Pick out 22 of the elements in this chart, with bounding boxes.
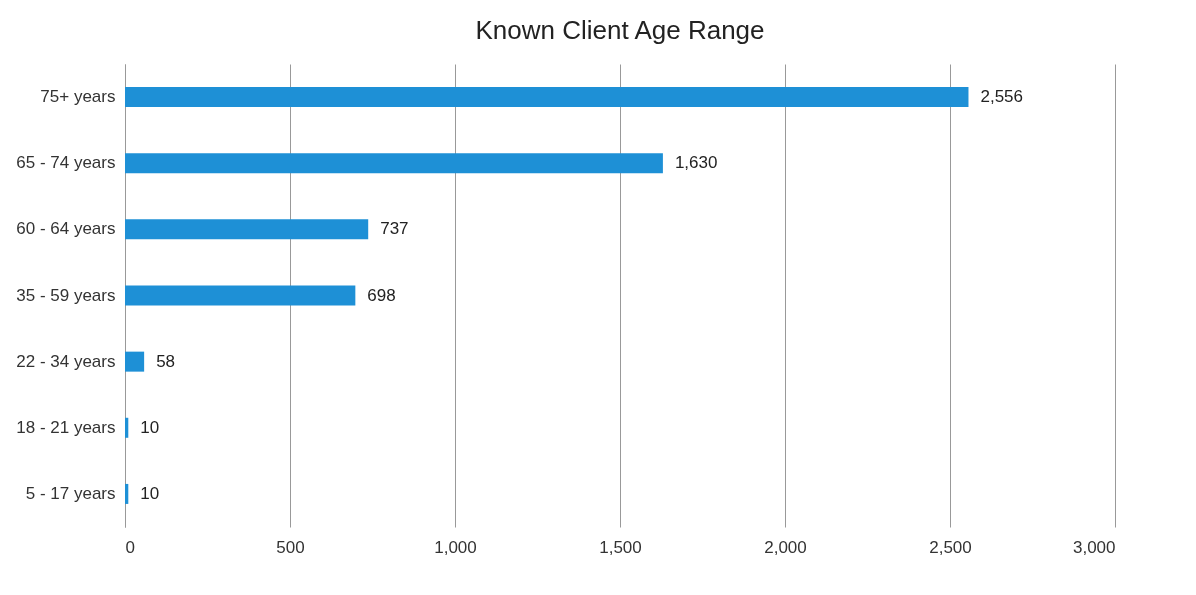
data-label: 10	[140, 417, 160, 437]
x-tick-label: 1,500	[599, 537, 642, 557]
y-tick-label: 60 - 64 years	[16, 219, 116, 239]
x-tick-label: 1,000	[434, 537, 477, 557]
y-tick-label: 65 - 74 years	[16, 153, 116, 173]
data-label: 58	[156, 351, 176, 371]
data-label: 10	[140, 483, 160, 503]
x-tick-label: 0	[125, 537, 135, 557]
x-tick-label: 500	[276, 537, 305, 557]
y-tick-label: 35 - 59 years	[16, 285, 116, 305]
data-label: 737	[380, 219, 409, 239]
y-tick-label: 75+ years	[40, 87, 116, 107]
x-tick-label: 3,000	[1072, 537, 1116, 557]
x-tick-label: 2,000	[764, 537, 807, 557]
data-label: 2,556	[980, 87, 1024, 107]
data-label: 1,630	[674, 153, 718, 173]
chart-title: Known Client Age Range	[475, 15, 765, 45]
y-tick-label: 5 - 17 years	[25, 483, 116, 503]
x-tick-label: 2,500	[929, 537, 972, 557]
y-tick-label: 22 - 34 years	[16, 351, 116, 371]
data-label: 698	[367, 285, 396, 305]
y-tick-label: 18 - 21 years	[16, 417, 116, 437]
